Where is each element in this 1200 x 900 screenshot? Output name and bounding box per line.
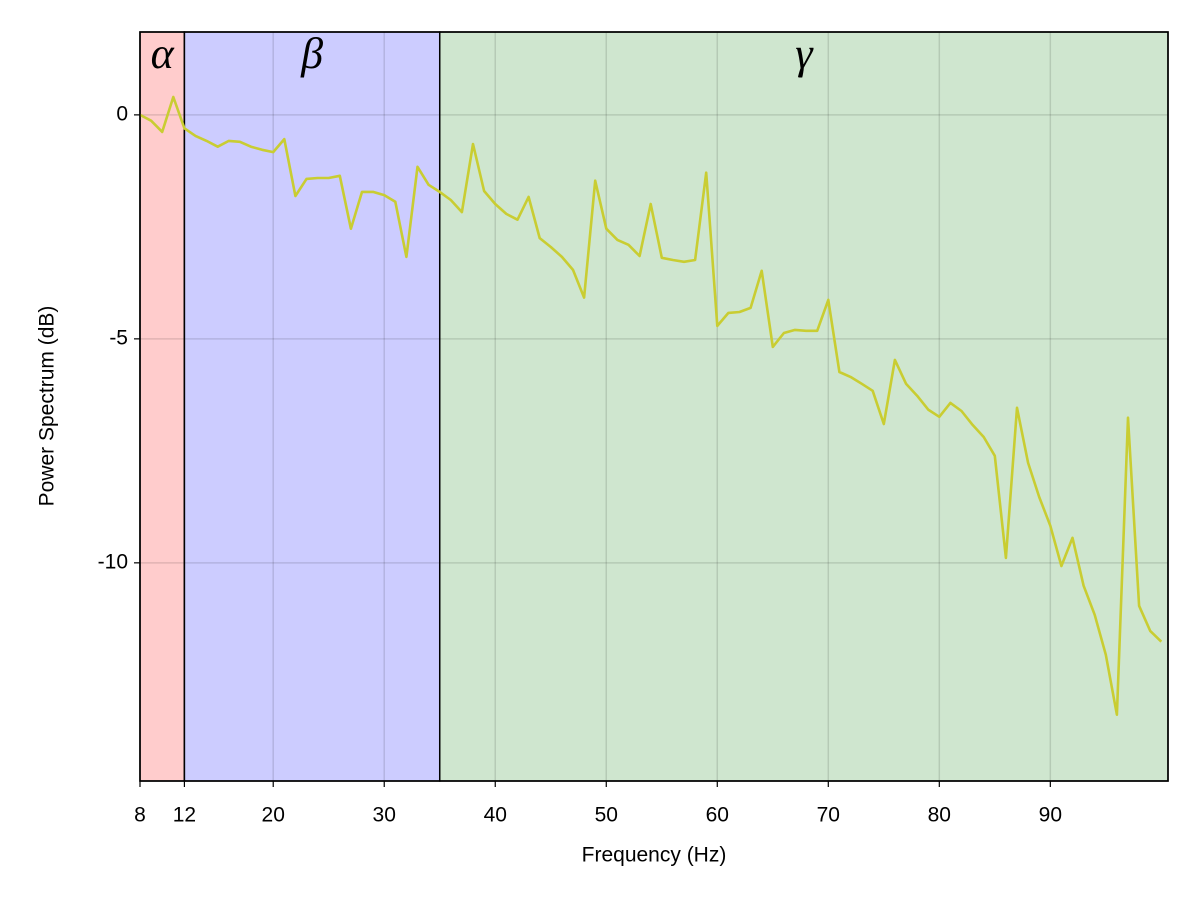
y-axis-label: Power Spectrum (dB): [36, 306, 59, 507]
x-tick-label: 60: [706, 804, 729, 827]
plot-frame: [139, 31, 1169, 782]
y-tick-label: 0: [116, 102, 128, 125]
band: [139, 31, 186, 782]
x-tick-label: 40: [484, 804, 507, 827]
y-tick-label: -5: [109, 326, 128, 349]
band-label: γ: [795, 29, 814, 78]
bands: [139, 31, 1169, 782]
data-line: [139, 95, 1163, 716]
band-label: β: [300, 29, 323, 78]
y-tick-label: -10: [98, 550, 128, 573]
x-tick-label: 50: [595, 804, 618, 827]
x-tick-label: 8: [134, 804, 146, 827]
x-tick-label: 90: [1039, 804, 1062, 827]
series: [139, 95, 1163, 716]
x-tick-label: 12: [173, 804, 196, 827]
band: [438, 31, 1169, 782]
x-tick-label: 80: [928, 804, 951, 827]
x-tick-label: 20: [262, 804, 285, 827]
labels: α β γ 8 12 20 30 40 50 60 70 80 90 -10 -5 0: [98, 29, 1062, 826]
band-label: α: [151, 29, 175, 78]
x-axis-label: Frequency (Hz): [582, 844, 727, 867]
x-tick-label: 30: [373, 804, 396, 827]
x-tick-label: 70: [817, 804, 840, 827]
band: [183, 31, 441, 782]
